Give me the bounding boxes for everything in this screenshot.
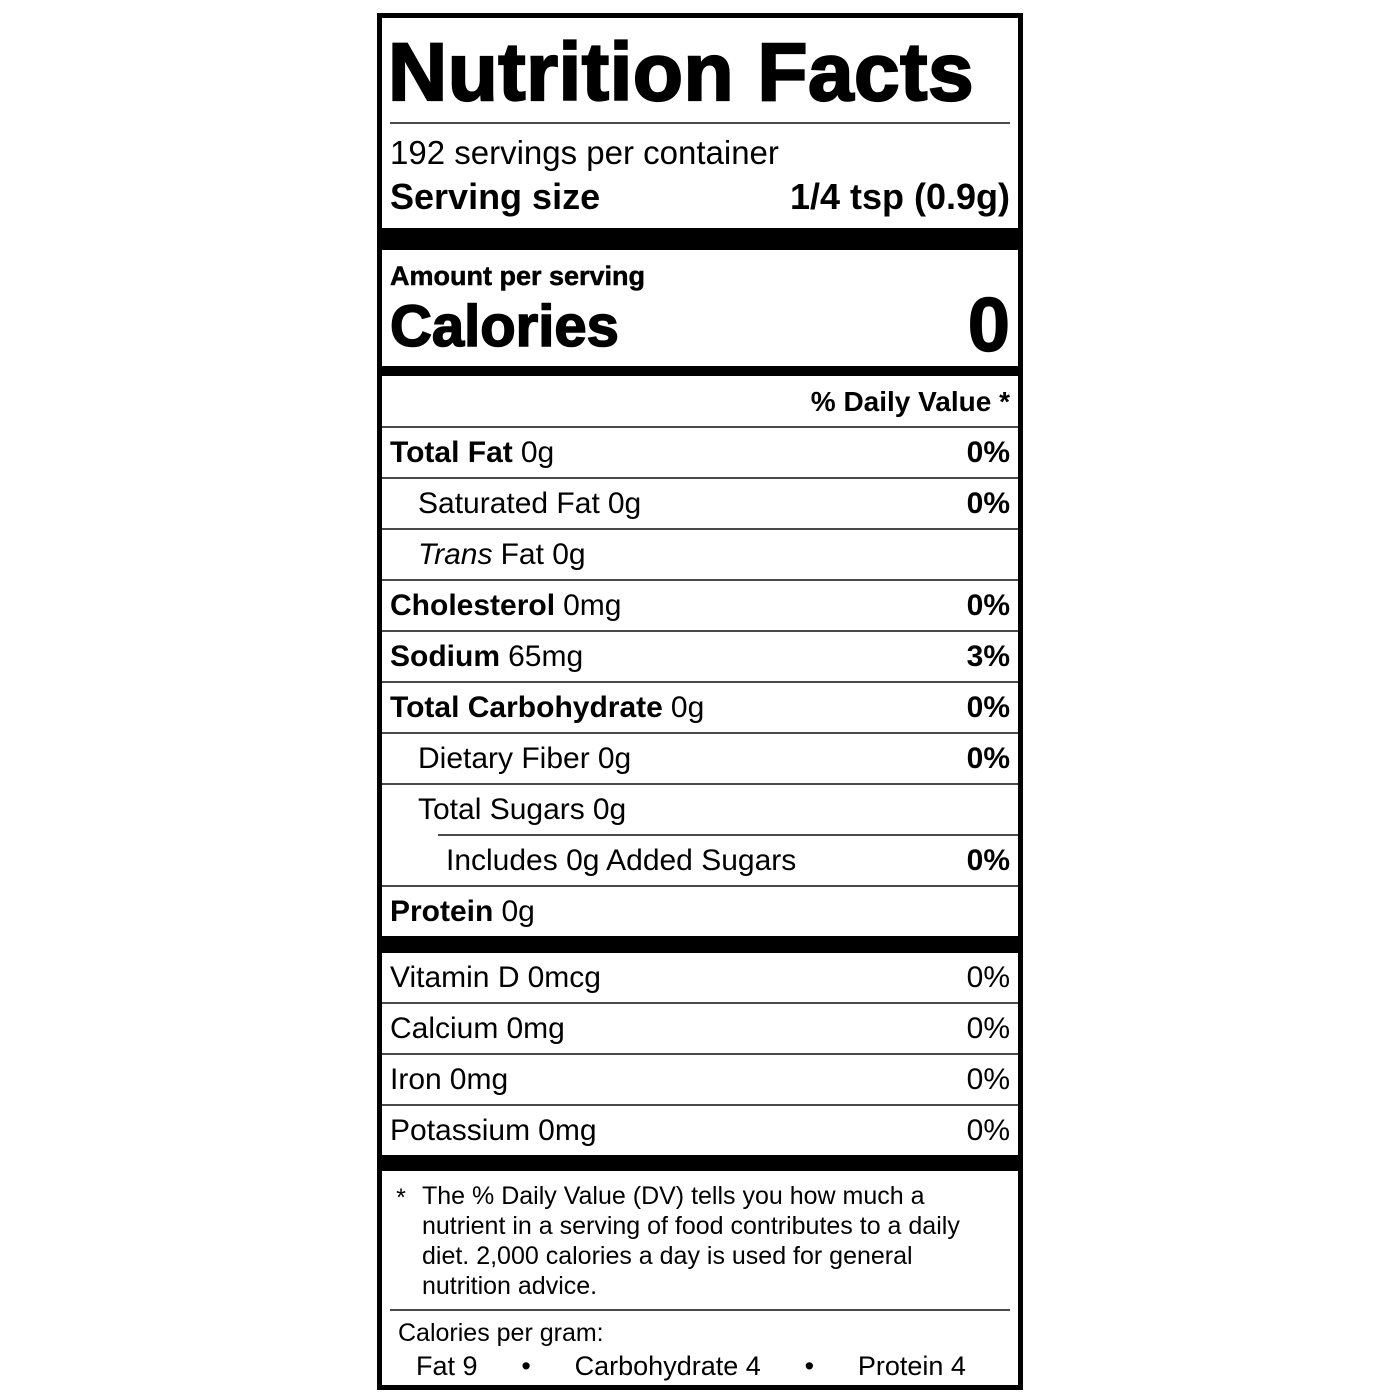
- nutrient-name: Calcium: [390, 1012, 499, 1045]
- nutrient-amount: 65mg: [508, 640, 584, 673]
- serving-size-label: Serving size: [390, 176, 601, 217]
- nutrient-name: Vitamin D: [390, 961, 520, 994]
- nutrient-amount: 0g: [501, 895, 535, 928]
- servings-per-container: 192 servings per container: [390, 134, 779, 171]
- footnote-marker: *: [396, 1184, 406, 1212]
- amount-per-serving-label: Amount per serving: [390, 261, 646, 292]
- calories-per-gram-divider: [390, 1309, 1010, 1311]
- nutrient-name: Total Sugars: [418, 793, 585, 826]
- nutrient-amount: Fat 0g: [500, 538, 586, 571]
- nutrient-row-sodium: Sodium 65mg 3%: [382, 630, 1018, 681]
- nutrient-name: Protein: [390, 895, 494, 928]
- nutrient-row-total-fat: Total Fat 0g 0%: [382, 426, 1018, 477]
- nutrient-dv: 0%: [966, 961, 1010, 994]
- nutrient-row-cholesterol: Cholesterol 0mg 0%: [382, 579, 1018, 630]
- serving-size-value: 1/4 tsp (0.9g): [789, 176, 1010, 217]
- nutrients-section: Total Fat 0g 0% Saturated Fat 0g 0% Trans F…: [382, 426, 1018, 936]
- nutrition-facts-label: Nutrition Facts 192 servings per contain…: [377, 13, 1023, 1390]
- nutrient-row-protein: Protein 0g: [382, 885, 1018, 936]
- thick-divider-micronutrients: [382, 1155, 1018, 1171]
- nutrient-amount: 0g: [597, 742, 632, 775]
- nutrient-row-iron: Iron 0mg 0%: [382, 1053, 1018, 1104]
- nutrient-row-total-carbohydrate: Total Carbohydrate 0g 0%: [382, 681, 1018, 732]
- nutrient-amount: 0mcg: [527, 961, 601, 994]
- added-sugars-divider: [438, 834, 1018, 836]
- micronutrients-section: Vitamin D 0mcg 0% Calcium 0mg 0% Iron 0mg 0…: [382, 953, 1018, 1155]
- footnote: * The % Daily Value (DV) tells you how m…: [382, 1171, 1018, 1309]
- nutrient-amount: 0g: [607, 487, 642, 520]
- calories-label: Calories: [389, 294, 619, 359]
- daily-value-header: % Daily Value *: [810, 386, 1010, 417]
- nutrient-name: Sodium: [390, 640, 500, 673]
- calories-row: Calories 0: [389, 283, 1011, 368]
- nutrient-name: Includes 0g Added Sugars: [446, 844, 797, 877]
- nutrient-dv: 0%: [966, 844, 1010, 877]
- nutrient-dv: 0%: [966, 691, 1010, 724]
- nutrient-name: Total Fat: [390, 436, 513, 469]
- nutrient-row-saturated-fat: Saturated Fat 0g 0%: [382, 477, 1018, 528]
- calories-per-gram-block: Calories per gram: Fat 9 • Carbohydrate …: [382, 1309, 1018, 1385]
- nutrient-row-calcium: Calcium 0mg 0%: [382, 1002, 1018, 1053]
- nutrient-dv: 0%: [966, 1012, 1010, 1045]
- nutrient-row-potassium: Potassium 0mg 0%: [382, 1104, 1018, 1155]
- nutrient-dv: 0%: [966, 589, 1010, 622]
- nutrient-row-dietary-fiber: Dietary Fiber 0g 0%: [382, 732, 1018, 783]
- nutrient-amount: 0mg: [449, 1063, 509, 1096]
- nutrient-dv: 0%: [966, 1114, 1010, 1147]
- calories-value: 0: [967, 283, 1011, 368]
- nutrient-name: Cholesterol: [390, 589, 556, 622]
- serving-size-row: Serving size 1/4 tsp (0.9g): [390, 176, 1010, 218]
- footnote-text: The % Daily Value (DV) tells you how muc…: [422, 1182, 960, 1300]
- thick-divider-top: [382, 228, 1018, 250]
- nutrient-name: Iron: [390, 1063, 442, 1096]
- nutrient-dv: 0%: [966, 487, 1010, 520]
- cpg-item-fat: Fat 9: [416, 1351, 478, 1381]
- nutrient-amount: 0g: [670, 691, 705, 724]
- nutrient-amount: 0g: [520, 436, 555, 469]
- nutrient-row-trans-fat: Trans Fat 0g: [382, 528, 1018, 579]
- nutrient-row-total-sugars: Total Sugars 0g: [382, 783, 1018, 834]
- nutrient-name: Total Carbohydrate: [390, 691, 663, 724]
- bullet-separator: •: [804, 1351, 815, 1381]
- nutrient-dv: 0%: [966, 436, 1010, 469]
- calories-per-gram-items: Fat 9 • Carbohydrate 4 • Protein 4: [382, 1348, 1018, 1385]
- cpg-item-protein: Protein 4: [857, 1351, 966, 1381]
- nutrient-row-vitamin-d: Vitamin D 0mcg 0%: [382, 953, 1018, 1002]
- nutrient-name: Dietary Fiber: [418, 742, 590, 775]
- cpg-item-carbohydrate: Carbohydrate 4: [574, 1351, 761, 1381]
- nutrient-dv: 0%: [966, 742, 1010, 775]
- thick-divider-protein: [382, 936, 1018, 953]
- title-divider: [390, 122, 1010, 124]
- nutrient-row-added-sugars: Includes 0g Added Sugars 0%: [382, 836, 1018, 885]
- nutrient-name: Trans: [418, 538, 493, 571]
- nutrient-dv: 0%: [966, 1063, 1010, 1096]
- calories-per-gram-label: Calories per gram:: [398, 1319, 604, 1347]
- nutrient-amount: 0g: [592, 793, 627, 826]
- nutrient-dv: 3%: [966, 640, 1010, 673]
- nutrient-amount: 0mg: [506, 1012, 565, 1045]
- nutrient-amount: 0mg: [538, 1114, 597, 1147]
- nutrient-name: Potassium: [390, 1114, 531, 1147]
- label-title: Nutrition Facts: [387, 27, 975, 118]
- nutrient-amount: 0mg: [563, 589, 622, 622]
- bullet-separator: •: [521, 1351, 531, 1381]
- thick-divider-calories: [382, 366, 1018, 376]
- nutrient-name: Saturated Fat: [418, 487, 600, 520]
